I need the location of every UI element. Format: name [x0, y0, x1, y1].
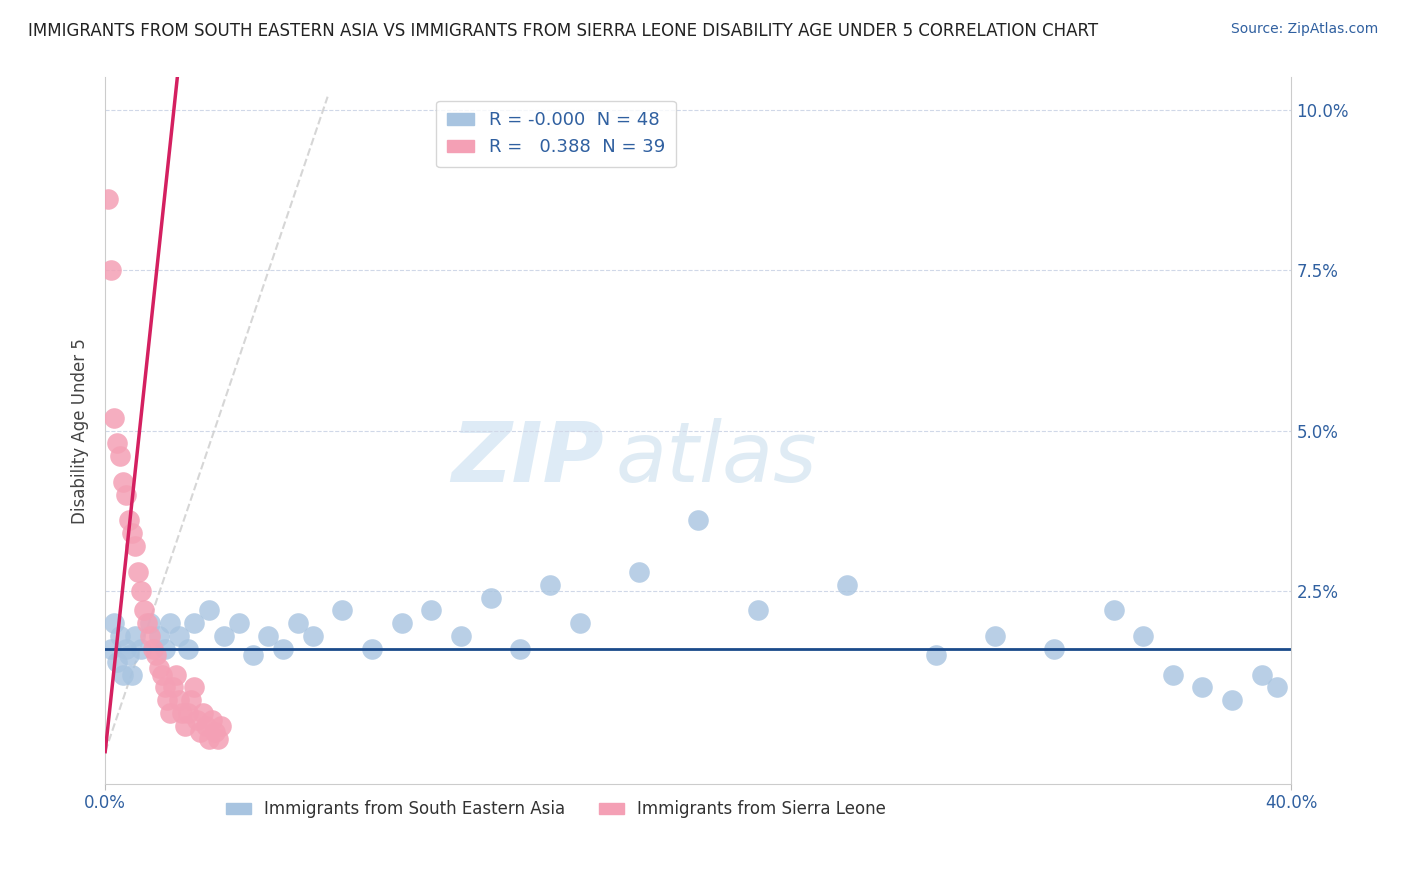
- Point: [138, 616, 160, 631]
- Point: [180, 693, 202, 707]
- Point: [159, 706, 181, 720]
- Point: [391, 616, 413, 631]
- Point: [228, 616, 250, 631]
- Point: [103, 616, 125, 631]
- Legend: Immigrants from South Eastern Asia, Immigrants from Sierra Leone: Immigrants from South Eastern Asia, Immi…: [219, 794, 893, 825]
- Point: [129, 641, 152, 656]
- Point: [115, 641, 138, 656]
- Point: [1191, 681, 1213, 695]
- Point: [169, 693, 191, 707]
- Point: [420, 603, 443, 617]
- Point: [142, 641, 165, 656]
- Point: [118, 513, 141, 527]
- Point: [156, 693, 179, 707]
- Point: [100, 641, 122, 656]
- Point: [1250, 667, 1272, 681]
- Point: [191, 706, 214, 720]
- Point: [688, 513, 710, 527]
- Point: [124, 539, 146, 553]
- Point: [209, 719, 232, 733]
- Point: [177, 641, 200, 656]
- Point: [108, 450, 131, 464]
- Point: [148, 661, 170, 675]
- Point: [201, 713, 224, 727]
- Text: Source: ZipAtlas.com: Source: ZipAtlas.com: [1230, 22, 1378, 37]
- Point: [172, 706, 194, 720]
- Point: [984, 629, 1007, 643]
- Point: [174, 719, 197, 733]
- Point: [159, 616, 181, 631]
- Point: [111, 475, 134, 489]
- Point: [153, 641, 176, 656]
- Point: [153, 681, 176, 695]
- Point: [177, 706, 200, 720]
- Text: ZIP: ZIP: [451, 418, 603, 500]
- Text: IMMIGRANTS FROM SOUTH EASTERN ASIA VS IMMIGRANTS FROM SIERRA LEONE DISABILITY AG: IMMIGRANTS FROM SOUTH EASTERN ASIA VS IM…: [28, 22, 1098, 40]
- Point: [1161, 667, 1184, 681]
- Point: [287, 616, 309, 631]
- Point: [538, 577, 561, 591]
- Point: [1220, 693, 1243, 707]
- Point: [1043, 641, 1066, 656]
- Point: [169, 629, 191, 643]
- Point: [198, 603, 221, 617]
- Point: [162, 681, 184, 695]
- Point: [150, 667, 173, 681]
- Point: [1132, 629, 1154, 643]
- Point: [121, 667, 143, 681]
- Point: [568, 616, 591, 631]
- Point: [1265, 681, 1288, 695]
- Point: [127, 565, 149, 579]
- Point: [835, 577, 858, 591]
- Point: [924, 648, 946, 663]
- Point: [301, 629, 323, 643]
- Y-axis label: Disability Age Under 5: Disability Age Under 5: [72, 338, 89, 524]
- Point: [111, 667, 134, 681]
- Point: [212, 629, 235, 643]
- Point: [242, 648, 264, 663]
- Point: [132, 603, 155, 617]
- Point: [145, 648, 167, 663]
- Point: [186, 713, 208, 727]
- Point: [148, 629, 170, 643]
- Point: [747, 603, 769, 617]
- Point: [103, 410, 125, 425]
- Point: [97, 193, 120, 207]
- Point: [124, 629, 146, 643]
- Point: [509, 641, 531, 656]
- Point: [108, 629, 131, 643]
- Point: [105, 655, 128, 669]
- Point: [183, 681, 205, 695]
- Point: [129, 584, 152, 599]
- Point: [204, 725, 226, 739]
- Point: [627, 565, 650, 579]
- Point: [195, 719, 218, 733]
- Point: [207, 731, 229, 746]
- Point: [183, 616, 205, 631]
- Point: [479, 591, 502, 605]
- Point: [105, 436, 128, 450]
- Point: [100, 263, 122, 277]
- Point: [135, 616, 157, 631]
- Text: atlas: atlas: [616, 418, 817, 500]
- Point: [257, 629, 280, 643]
- Point: [332, 603, 354, 617]
- Point: [188, 725, 211, 739]
- Point: [450, 629, 472, 643]
- Point: [165, 667, 187, 681]
- Point: [361, 641, 384, 656]
- Point: [1102, 603, 1125, 617]
- Point: [118, 648, 141, 663]
- Point: [138, 629, 160, 643]
- Point: [121, 526, 143, 541]
- Point: [198, 731, 221, 746]
- Point: [115, 488, 138, 502]
- Point: [271, 641, 294, 656]
